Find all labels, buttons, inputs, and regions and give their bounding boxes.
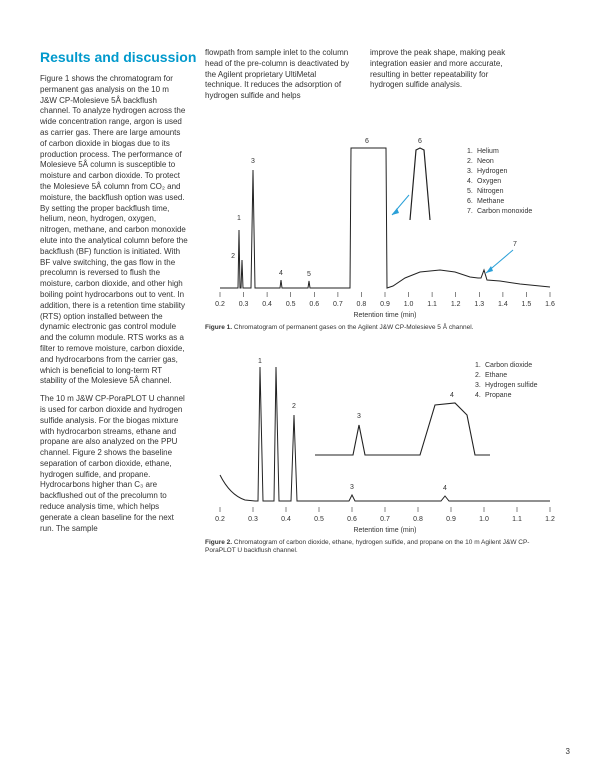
figure-2-legend: 1. Carbon dioxide 2. Ethane 3. Hydrogen … [475,362,538,399]
svg-text:0.7: 0.7 [333,301,343,308]
fig1-peak-2: 2 [231,253,235,260]
body-column-3: improve the peak shape, making peak inte… [370,48,518,98]
page: Results and discussion Figure 1 shows th… [0,0,600,776]
svg-text:0.2: 0.2 [215,516,225,523]
fig2-inset-peak-3: 3 [357,413,361,420]
svg-text:0.7: 0.7 [380,516,390,523]
svg-text:1.0: 1.0 [404,301,414,308]
fig2-inset-peak-4: 4 [450,392,454,399]
svg-text:1.6: 1.6 [545,301,555,308]
body-column-1: Figure 1 shows the chromatogram for perm… [40,74,188,541]
svg-text:Neon: Neon [477,158,494,165]
svg-text:Oxygen: Oxygen [477,178,501,185]
body-column-2: flowpath from sample inlet to the column… [205,48,353,109]
svg-text:Hydrogen: Hydrogen [477,168,507,175]
svg-text:2.: 2. [475,372,481,379]
svg-text:Carbon dioxide: Carbon dioxide [485,362,532,369]
svg-text:1.: 1. [467,148,473,155]
para-3: flowpath from sample inlet to the column… [205,48,353,102]
fig2-peak-4: 4 [443,485,447,492]
figure-1-inset-6 [410,148,430,220]
svg-text:0.4: 0.4 [262,301,272,308]
svg-text:4.: 4. [467,178,473,185]
para-4: improve the peak shape, making peak inte… [370,48,518,91]
figure-1-xticks: 0.2 0.3 0.4 0.5 0.6 0.7 0.8 0.9 1.0 1.1 [215,292,555,308]
page-number: 3 [566,747,570,758]
svg-text:0.9: 0.9 [380,301,390,308]
svg-text:Methane: Methane [477,198,504,205]
svg-text:0.4: 0.4 [281,516,291,523]
figure-1-arrowhead-6 [392,208,399,215]
svg-text:Helium: Helium [477,148,499,155]
figure-2: 0.2 0.3 0.4 0.5 0.6 0.7 0.8 0.9 1.0 1.1 [205,355,560,555]
figure-1: 0.2 0.3 0.4 0.5 0.6 0.7 0.8 0.9 1.0 1.1 [205,130,560,332]
svg-text:1.4: 1.4 [498,301,508,308]
figure-2-caption: Figure 2. Chromatogram of carbon dioxide… [205,539,535,555]
svg-text:4.: 4. [475,392,481,399]
svg-text:1.3: 1.3 [474,301,484,308]
para-1: Figure 1 shows the chromatogram for perm… [40,74,188,387]
figure-2-svg: 0.2 0.3 0.4 0.5 0.6 0.7 0.8 0.9 1.0 1.1 [205,355,560,535]
svg-text:Propane: Propane [485,392,512,399]
figure-1-xlabel: Retention time (min) [353,312,416,319]
svg-text:Ethane: Ethane [485,372,507,379]
figure-1-legend: 1. Helium 2. Neon 3. Hydrogen 4. Oxygen … [467,148,532,215]
fig1-peak-6b: 6 [418,138,422,145]
svg-text:0.8: 0.8 [413,516,423,523]
svg-text:3.: 3. [475,382,481,389]
figure-1-caption: Figure 1. Chromatogram of permanent gase… [205,324,560,332]
section-heading: Results and discussion [40,48,196,67]
fig2-peak-1: 1 [258,358,262,365]
svg-text:0.6: 0.6 [347,516,357,523]
fig1-peak-5: 5 [307,271,311,278]
svg-text:6.: 6. [467,198,473,205]
svg-text:0.5: 0.5 [286,301,296,308]
svg-text:1.0: 1.0 [479,516,489,523]
figure-2-inset [315,403,490,455]
svg-text:1.: 1. [475,362,481,369]
svg-text:0.8: 0.8 [357,301,367,308]
figure-2-xticks: 0.2 0.3 0.4 0.5 0.6 0.7 0.8 0.9 1.0 1.1 [215,507,555,523]
svg-text:3.: 3. [467,168,473,175]
svg-text:0.3: 0.3 [248,516,258,523]
svg-text:Carbon monoxide: Carbon monoxide [477,208,532,215]
fig2-peak-2: 2 [292,403,296,410]
svg-text:0.2: 0.2 [215,301,225,308]
svg-text:0.3: 0.3 [239,301,249,308]
para-2: The 10 m J&W CP-PoraPLOT U channel is us… [40,394,188,534]
svg-text:1.2: 1.2 [545,516,555,523]
svg-text:0.5: 0.5 [314,516,324,523]
svg-text:7.: 7. [467,208,473,215]
fig1-peak-1: 1 [237,215,241,222]
figure-2-xlabel: Retention time (min) [353,527,416,534]
fig1-peak-7: 7 [513,241,517,248]
svg-text:1.2: 1.2 [451,301,461,308]
svg-text:5.: 5. [467,188,473,195]
fig1-peak-6a: 6 [365,138,369,145]
svg-text:Hydrogen sulfide: Hydrogen sulfide [485,382,538,389]
figure-1-svg: 0.2 0.3 0.4 0.5 0.6 0.7 0.8 0.9 1.0 1.1 [205,130,560,320]
figure-1-arrowhead-7 [486,266,493,273]
svg-text:Nitrogen: Nitrogen [477,188,504,195]
svg-text:0.6: 0.6 [309,301,319,308]
svg-text:2.: 2. [467,158,473,165]
fig2-peak-3: 3 [350,484,354,491]
fig1-peak-3: 3 [251,158,255,165]
svg-text:1.5: 1.5 [522,301,532,308]
svg-text:1.1: 1.1 [512,516,522,523]
svg-text:0.9: 0.9 [446,516,456,523]
svg-text:1.1: 1.1 [427,301,437,308]
fig1-peak-4: 4 [279,270,283,277]
